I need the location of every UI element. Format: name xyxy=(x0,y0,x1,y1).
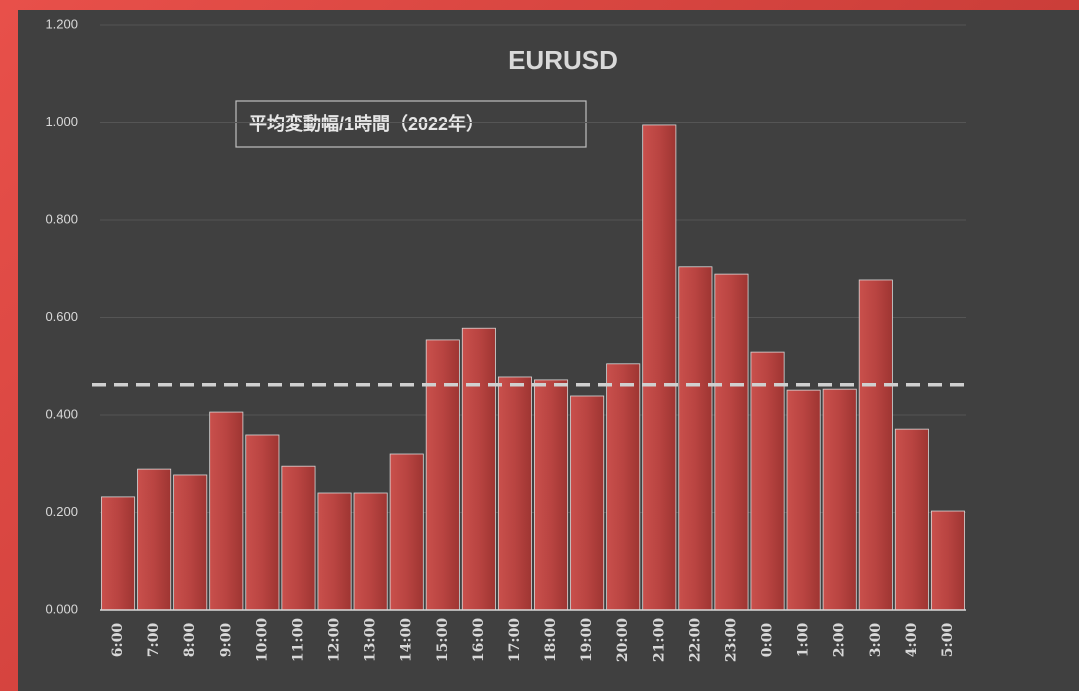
x-tick-label: 5:00 xyxy=(940,623,956,658)
annotation-box xyxy=(235,100,587,148)
x-tick-label: 10:00 xyxy=(254,618,270,662)
x-tick-label: 22:00 xyxy=(687,618,703,662)
x-tick-label: 12:00 xyxy=(327,618,343,662)
annotation: 平均変動幅/1時間（2022年） xyxy=(249,113,484,134)
x-tick-label: 8:00 xyxy=(182,623,198,658)
x-tick-label: 18:00 xyxy=(543,618,559,662)
x-tick-label: 11:00 xyxy=(290,618,306,662)
bar xyxy=(642,124,677,611)
bar xyxy=(461,327,496,611)
x-tick-label: 1:00 xyxy=(796,623,812,658)
bar xyxy=(245,434,280,611)
y-tick-label: 0.600 xyxy=(45,309,78,324)
bar xyxy=(209,411,244,611)
bar xyxy=(425,339,460,611)
x-tick-label: 20:00 xyxy=(615,618,631,662)
bar xyxy=(570,395,605,611)
x-tick-label: 6:00 xyxy=(110,623,126,658)
x-tick-label: 19:00 xyxy=(579,618,595,662)
bar xyxy=(822,388,857,611)
x-tick-label: 2:00 xyxy=(832,623,848,658)
x-tick-label: 0:00 xyxy=(760,623,776,658)
bar xyxy=(606,363,641,611)
y-tick-label: 0.200 xyxy=(45,504,78,519)
x-tick-label: 4:00 xyxy=(904,623,920,658)
bar xyxy=(101,496,136,611)
bar xyxy=(678,266,713,611)
x-tick-label: 16:00 xyxy=(471,618,487,662)
bar xyxy=(858,279,893,611)
bar xyxy=(173,474,208,611)
x-tick-label: 9:00 xyxy=(218,623,234,658)
x-tick-label: 7:00 xyxy=(146,623,162,658)
bar xyxy=(786,389,821,611)
bar xyxy=(281,465,316,611)
bar xyxy=(894,428,929,611)
x-tick-label: 17:00 xyxy=(507,618,523,662)
y-tick-label: 0.400 xyxy=(45,406,78,421)
bar xyxy=(137,468,172,611)
bar xyxy=(317,492,352,611)
y-tick-label: 0.800 xyxy=(45,211,78,226)
bar xyxy=(497,376,532,611)
x-tick-label: 13:00 xyxy=(363,618,379,662)
x-tick-label: 3:00 xyxy=(868,623,884,658)
x-tick-label: 14:00 xyxy=(399,618,415,662)
x-tick-label: 21:00 xyxy=(651,618,667,662)
bar xyxy=(930,510,965,611)
y-tick-label: 0.000 xyxy=(45,601,78,616)
bar xyxy=(353,492,388,611)
bar xyxy=(389,453,424,611)
bar xyxy=(750,351,785,611)
bar xyxy=(714,273,749,611)
chart-title: EURUSD xyxy=(508,45,618,75)
x-tick-label: 15:00 xyxy=(435,618,451,662)
bar xyxy=(534,379,569,611)
x-tick-label: 23:00 xyxy=(723,618,739,662)
y-tick-label: 1.200 xyxy=(45,16,78,31)
y-tick-label: 1.000 xyxy=(45,114,78,129)
